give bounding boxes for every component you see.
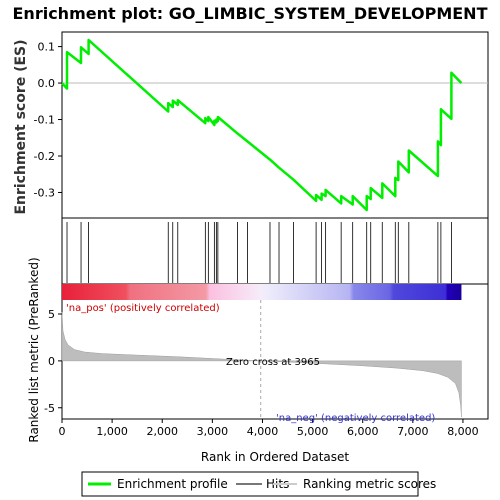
legend: Enrichment profile Hits Ranking metric s… [81,471,436,497]
metric-y-tick-label: 5 [48,308,55,321]
x-axis-title: Rank in Ordered Dataset [201,450,349,464]
es-y-tick-label: 0.0 [38,77,56,90]
x-tick-label: 4,000 [247,425,279,438]
es-y-tick-label: -0.3 [34,186,55,199]
x-tick-label: 3,000 [197,425,229,438]
correlation-color-band [62,284,462,300]
es-panel-frame [61,31,489,219]
metric-y-tick-label: 0 [48,355,55,368]
color-band [62,284,462,300]
ranking-metric-area [61,312,462,418]
enrichment-profile-line [61,38,463,212]
enrichment-profile-layer [61,38,463,212]
es-y-tick-label: -0.2 [34,150,55,163]
metric-y-tick-label: -5 [44,402,55,415]
es-axis-title: Enrichment score (ES) [13,39,29,214]
legend-metric-label: Ranking metric scores [303,477,436,491]
hits-panel-frame [61,217,489,285]
x-tick-label: 5,000 [297,425,329,438]
negative-correlation-label: 'na_neg' (negatively correlated) [276,413,435,424]
ranking-metric-layer [61,300,462,419]
chart-title: Enrichment plot: GO_LIMBIC_SYSTEM_DEVELO… [13,4,488,23]
x-tick-label: 1,000 [96,425,128,438]
x-tick-label: 7,000 [397,425,429,438]
es-y-tick-label: -0.1 [34,114,55,127]
legend-enrichment-label: Enrichment profile [117,477,228,491]
x-tick-label: 6,000 [347,425,379,438]
es-y-tick-label: 0.1 [38,41,56,54]
x-tick-label: 8,000 [447,425,479,438]
axis-ticks: 0 1,000 2,000 3,000 4,000 5,000 6,000 7,000 8,00… [34,41,479,438]
x-tick-label: 0 [59,425,66,438]
metric-axis-title: Ranked list metric (PreRanked) [27,257,41,442]
zero-cross-label: Zero cross at 3965 [226,357,320,368]
positive-correlation-label: 'na_pos' (positively correlated) [66,303,220,314]
x-tick-label: 2,000 [146,425,178,438]
hits-layer [66,222,452,283]
